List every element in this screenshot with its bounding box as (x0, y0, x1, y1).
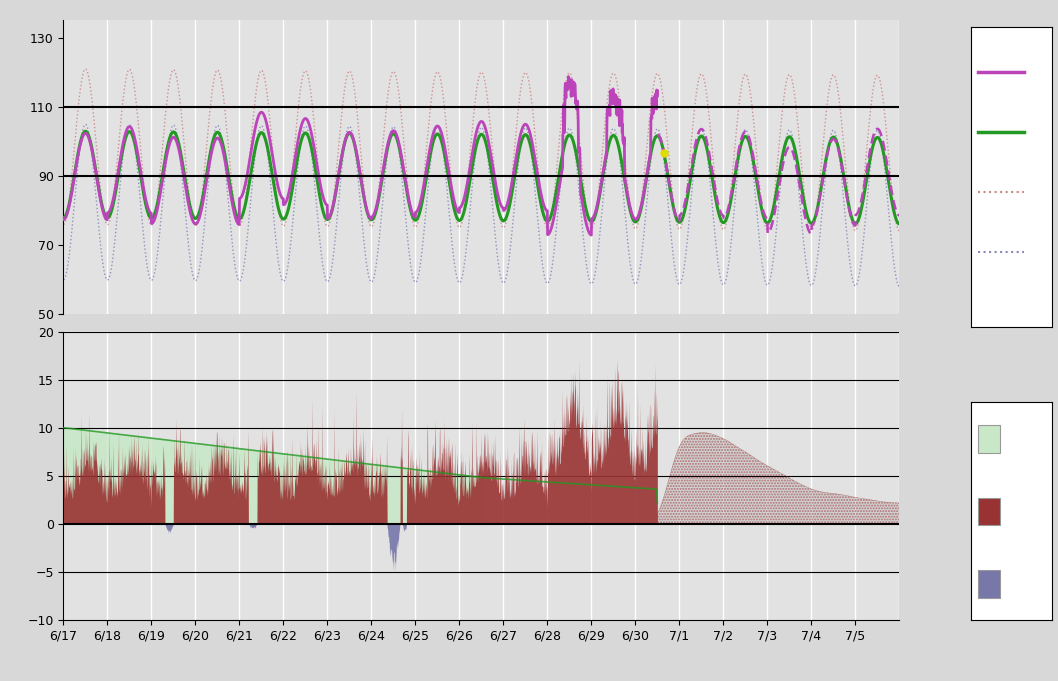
Bar (978, 425, 1000, 453)
Bar (978, 570, 1000, 598)
Bar (978, 498, 1000, 525)
